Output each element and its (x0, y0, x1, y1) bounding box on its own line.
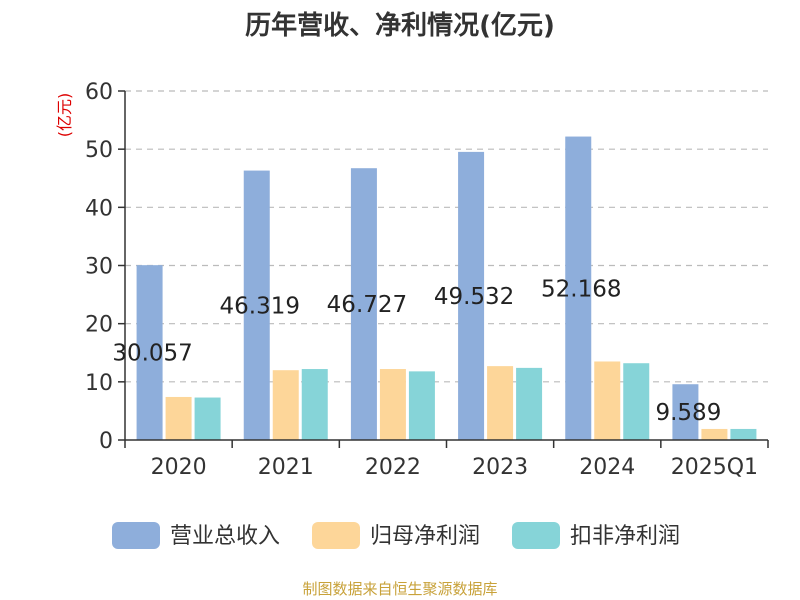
x-tick-label: 2024 (579, 455, 635, 480)
bar (272, 370, 299, 440)
y-tick-label: 20 (85, 313, 113, 338)
data-label: 30.057 (112, 341, 192, 367)
x-tick-label: 2020 (151, 455, 207, 480)
source-note: 制图数据来自恒生聚源数据库 (302, 580, 497, 598)
data-label: 9.589 (655, 400, 721, 426)
bar (408, 371, 435, 440)
legend-swatch (512, 522, 560, 549)
chart-title: 历年营收、净利情况(亿元) (245, 10, 555, 41)
bar (194, 397, 221, 440)
data-label: 46.319 (220, 293, 300, 319)
bar (623, 363, 650, 440)
grid-lines (125, 90, 768, 383)
x-tick-label: 2021 (258, 455, 314, 480)
bar (565, 136, 592, 440)
x-tick-label: 2025Q1 (671, 455, 758, 480)
y-tick-label: 60 (85, 80, 113, 105)
legend-swatch (112, 522, 160, 549)
bar (701, 428, 728, 440)
y-tick-label: 10 (85, 371, 113, 396)
bar (379, 369, 406, 440)
bar (487, 366, 514, 440)
bar (243, 170, 270, 440)
bar (458, 151, 485, 441)
bar (301, 369, 328, 440)
y-unit-label: (亿元) (55, 93, 74, 138)
legend: 营业总收入 归母净利润 扣非净利润 (112, 522, 680, 549)
bar (516, 367, 543, 440)
y-tick-label: 30 (85, 255, 113, 280)
legend-swatch (312, 522, 360, 549)
bars (136, 136, 757, 441)
data-labels: 30.057 46.319 46.727 49.532 52.168 9.589 (112, 276, 721, 426)
bar (136, 265, 163, 440)
legend-label: 营业总收入 (170, 524, 280, 549)
legend-label: 扣非净利润 (570, 524, 680, 549)
bar (594, 361, 621, 440)
data-label: 52.168 (541, 276, 621, 302)
bar (350, 168, 377, 440)
bar (730, 428, 757, 440)
axes: 0 10 20 30 40 50 60 2020 2021 2022 2023 2024 2025Q1 (85, 80, 769, 480)
legend-label: 归母净利润 (370, 524, 480, 549)
x-tick-label: 2023 (472, 455, 528, 480)
y-tick-label: 40 (85, 196, 113, 221)
y-tick-label: 50 (85, 138, 113, 163)
data-label: 49.532 (434, 284, 514, 310)
bar (165, 396, 192, 440)
y-tick-label: 0 (99, 429, 113, 454)
x-tick-label: 2022 (365, 455, 421, 480)
bar (672, 384, 699, 440)
data-label: 46.727 (327, 292, 407, 318)
